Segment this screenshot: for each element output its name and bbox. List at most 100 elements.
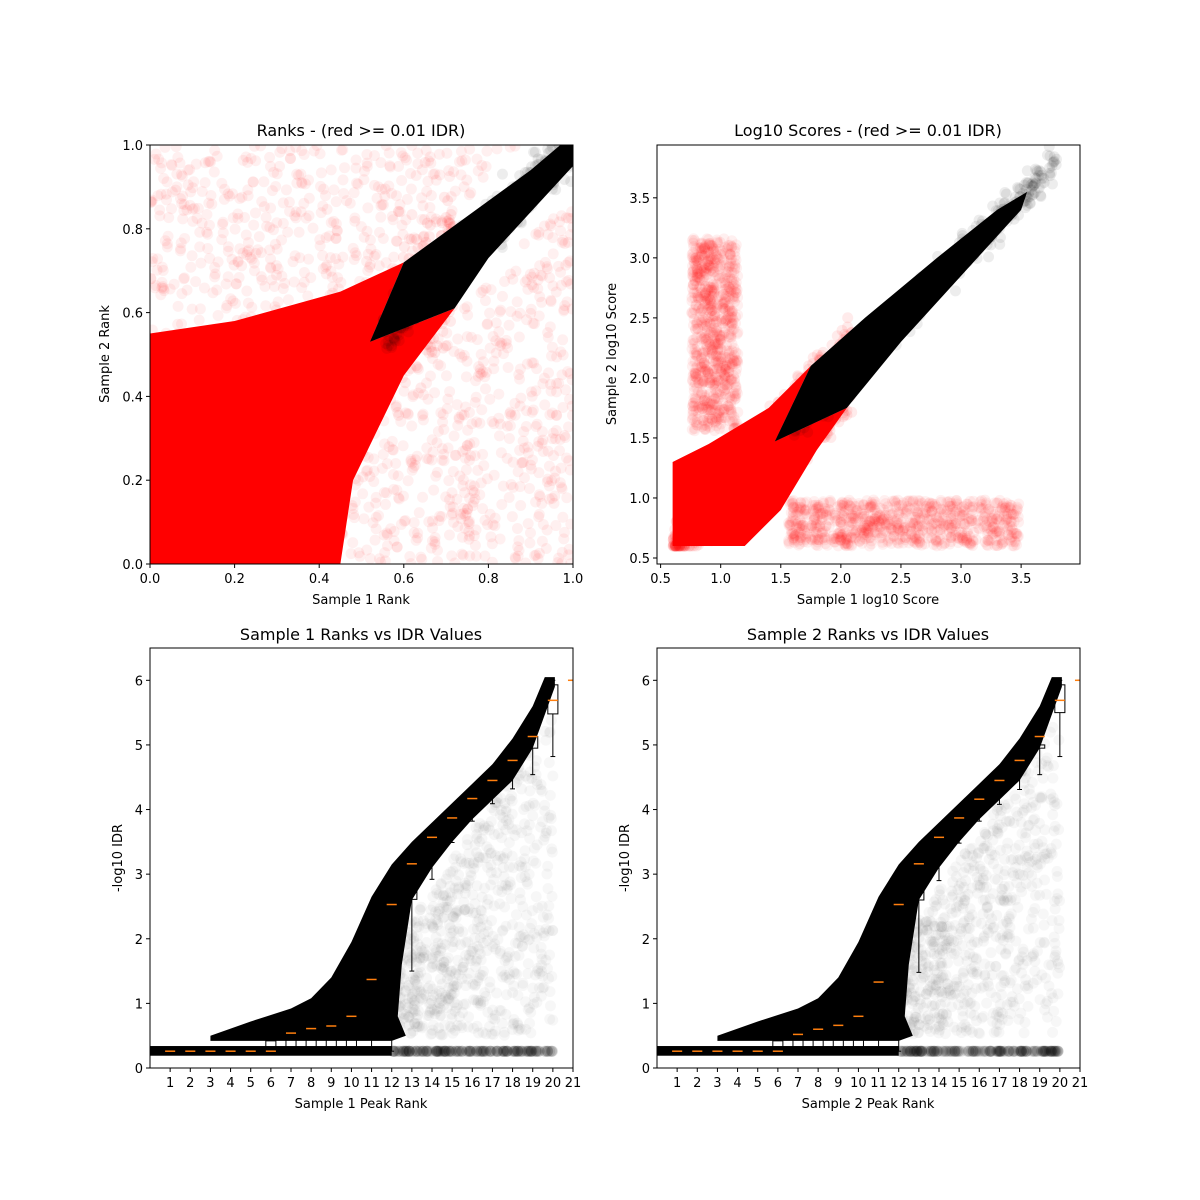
data-point [328,215,340,227]
data-point [370,280,382,292]
data-point [216,485,228,497]
data-point [692,267,704,279]
data-point [288,460,300,472]
data-point [317,388,329,400]
data-point [150,280,162,292]
data-point [564,131,575,142]
data-point [337,174,349,186]
data-point [315,167,327,179]
passing-peaks-density [369,145,573,342]
data-point [357,471,369,483]
data-point [416,291,428,303]
data-point [444,386,456,398]
data-point [486,195,498,207]
data-point [347,242,359,254]
data-point [505,211,517,223]
data-point [442,393,454,405]
data-point [426,535,438,547]
data-point [245,448,257,460]
data-point [495,304,507,316]
data-point [431,544,443,556]
data-point [488,418,500,430]
data-point [536,270,548,282]
data-point [468,530,480,542]
data-point [383,341,395,353]
data-point [460,239,472,251]
data-point [696,374,708,386]
data-point [358,231,370,243]
data-point [418,295,430,307]
data-point [381,540,393,552]
data-point [204,473,216,485]
data-point [248,219,260,231]
data-point [279,277,291,289]
data-point [352,474,364,486]
data-point [211,511,223,523]
data-point [511,216,523,228]
data-point [372,374,384,386]
data-point [409,459,421,471]
data-point [460,401,472,413]
data-point [478,460,490,472]
data-point [229,477,241,489]
data-point [490,335,502,347]
data-point [168,536,180,548]
data-point [518,203,530,215]
data-point [313,397,325,409]
data-point [706,342,718,354]
data-point [423,290,435,302]
data-point [199,517,211,529]
data-point [321,337,333,349]
data-point [365,373,377,385]
data-point [482,519,494,531]
data-point [231,475,243,487]
data-point [443,239,455,251]
data-point [223,503,235,515]
data-point [423,285,435,297]
data-point [165,203,177,215]
data-point [390,330,402,342]
data-point [468,436,480,448]
data-point [291,168,303,180]
data-point [344,395,356,407]
data-point [289,450,301,462]
data-point [470,228,482,240]
data-point [459,303,471,315]
data-point [412,532,424,544]
data-point [368,453,380,465]
data-point [551,351,563,363]
data-point [153,153,165,165]
data-point [211,479,223,491]
data-point [376,183,388,195]
data-point [399,377,411,389]
data-point [379,547,391,559]
data-point [530,228,542,240]
data-point [515,499,527,511]
data-point [319,341,331,353]
data-point [528,185,540,197]
data-point [175,536,187,548]
data-point [265,253,277,265]
data-point [150,282,161,294]
data-point [686,251,698,263]
data-point [524,174,536,186]
data-point [334,377,346,389]
data-point [383,147,395,159]
data-point [257,479,269,491]
data-point [238,459,250,471]
data-point [398,320,410,332]
data-point [219,459,231,471]
data-point [440,340,452,352]
data-point [438,455,450,467]
data-point [186,303,198,315]
data-point [533,436,545,448]
data-point [236,446,248,458]
data-point [238,472,250,484]
data-point [228,503,240,515]
data-point [412,285,424,297]
data-point [365,243,377,255]
data-point [891,517,903,529]
data-point [503,221,515,233]
data-point [497,480,509,492]
data-point [548,497,560,509]
